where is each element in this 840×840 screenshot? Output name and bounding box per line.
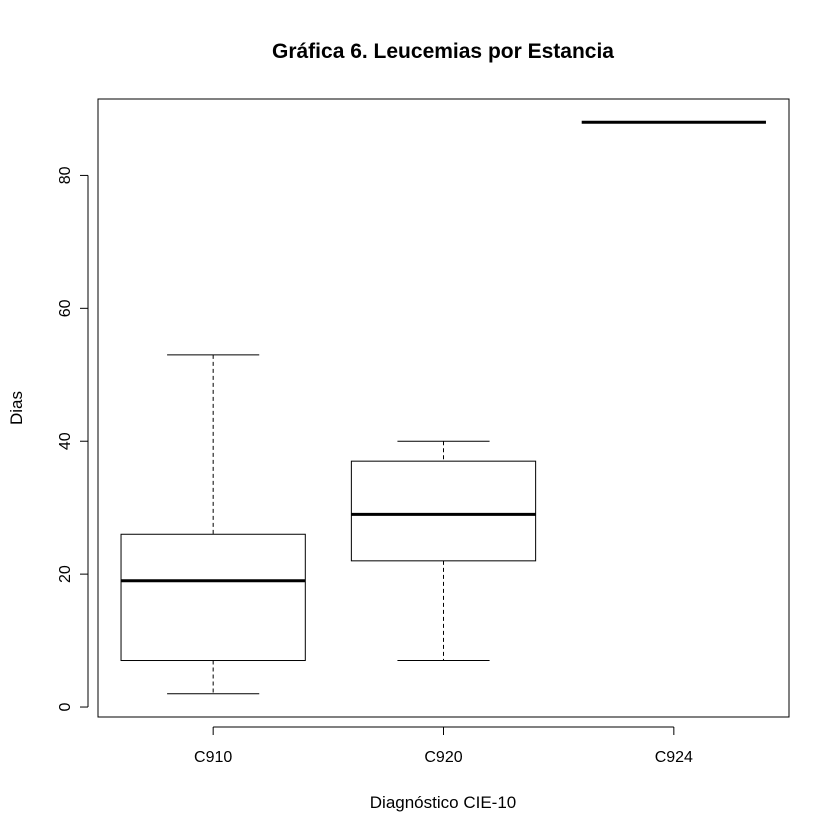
iqr-box [120, 533, 306, 662]
boxes-group [120, 120, 766, 695]
y-tick-label: 20 [57, 565, 74, 583]
x-axis-title: Diagnóstico CIE-10 [370, 793, 516, 812]
box-c910 [120, 354, 306, 695]
y-tick-label: 40 [57, 432, 74, 450]
x-tick-label: C924 [655, 749, 693, 766]
x-tick-label: C920 [424, 749, 462, 766]
x-tick-label: C910 [194, 749, 232, 766]
chart-title: Gráfica 6. Leucemias por Estancia [272, 40, 614, 63]
y-tick-label: 0 [57, 702, 74, 711]
y-axis: 0 20 40 60 80 [57, 166, 89, 711]
x-axis: C910 C920 C924 [194, 726, 693, 766]
iqr-box [350, 460, 537, 562]
box-c920 [350, 440, 537, 662]
y-axis-title: Dias [7, 391, 26, 425]
y-tick-label: 80 [57, 166, 74, 184]
y-tick-label: 60 [57, 299, 74, 317]
plot-frame [97, 98, 790, 718]
